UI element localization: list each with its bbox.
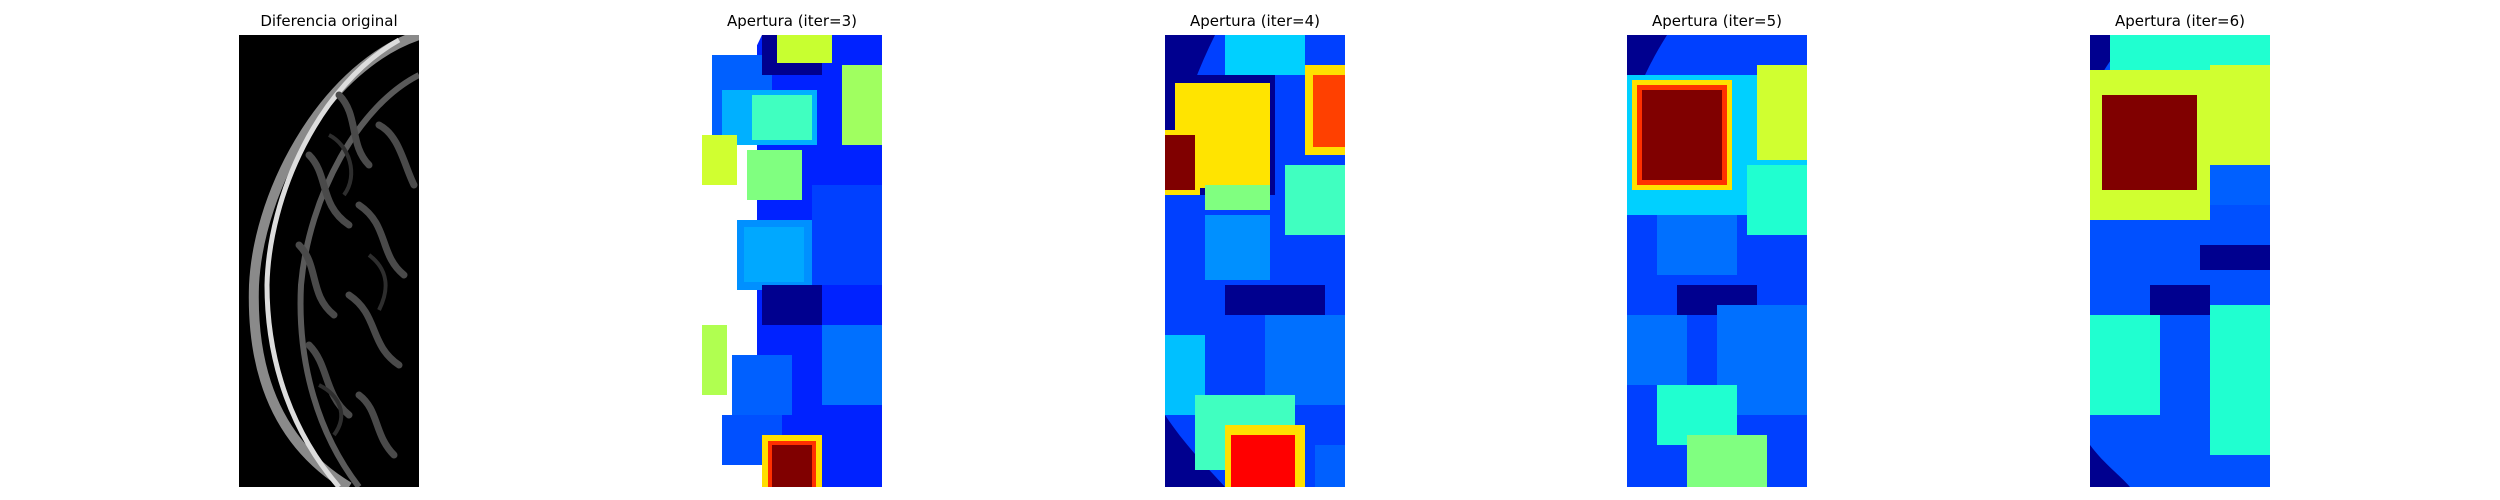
- panel-opening-iter-3: Apertura (iter=3): [702, 0, 882, 500]
- panel-original-difference: Diferencia original: [239, 0, 419, 500]
- panel-opening-iter-4: Apertura (iter=4): [1165, 0, 1345, 500]
- panel-title: Apertura (iter=3): [727, 12, 857, 30]
- panel-title: Apertura (iter=4): [1190, 12, 1320, 30]
- grayscale-difference-image: [239, 35, 419, 487]
- panel-title: Diferencia original: [260, 12, 398, 30]
- opening-iter-4-image: [1165, 35, 1345, 487]
- panel-opening-iter-6: Apertura (iter=6): [2090, 0, 2270, 500]
- panel-opening-iter-5: Apertura (iter=5): [1627, 0, 1807, 500]
- opening-iter-6-image: [2090, 35, 2270, 487]
- panel-title: Apertura (iter=5): [1652, 12, 1782, 30]
- panel-title: Apertura (iter=6): [2115, 12, 2245, 30]
- opening-iter-5-image: [1627, 35, 1807, 487]
- opening-iter-3-image: [702, 35, 882, 487]
